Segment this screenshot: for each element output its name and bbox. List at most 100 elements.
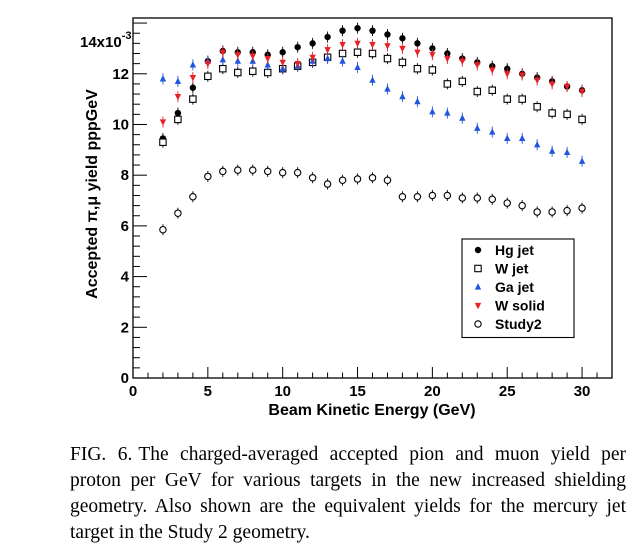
data-point xyxy=(414,49,421,57)
y-axis-title: Accepted π,μ yield pppGeV xyxy=(84,89,101,299)
data-point xyxy=(384,85,391,92)
data-point xyxy=(339,42,346,49)
data-point xyxy=(294,43,301,51)
data-point xyxy=(279,49,286,56)
data-point xyxy=(548,109,556,117)
data-point xyxy=(429,45,436,52)
data-point xyxy=(354,63,361,71)
data-point xyxy=(219,167,227,176)
data-point xyxy=(353,48,362,56)
data-point xyxy=(488,86,496,95)
data-point xyxy=(429,52,436,59)
data-point xyxy=(489,67,496,74)
data-point xyxy=(339,27,346,34)
data-point xyxy=(368,49,377,58)
axis-ticks xyxy=(132,22,613,379)
data-point xyxy=(428,66,437,74)
caption-text: The charged-averaged accepted pion and m… xyxy=(70,444,626,543)
x-tick-label: 25 xyxy=(499,383,516,400)
data-point xyxy=(578,88,586,96)
data-point xyxy=(189,192,197,201)
data-point xyxy=(473,194,482,202)
x-tick-label: 20 xyxy=(424,383,441,400)
data-point xyxy=(369,76,376,83)
data-point xyxy=(174,77,182,84)
y-tick-label: 0 xyxy=(121,370,129,387)
data-point xyxy=(249,166,257,174)
data-point xyxy=(563,206,571,215)
legend: Hg jet W jet Ga jet W solid Study2 xyxy=(461,238,575,339)
y-tick-label: 8 xyxy=(121,167,129,184)
data-point xyxy=(518,72,526,79)
data-point xyxy=(234,68,242,77)
data-point xyxy=(204,72,212,81)
y-axis-multiplier: 14x10-3 xyxy=(80,30,132,51)
data-point xyxy=(383,54,392,63)
data-point xyxy=(159,119,167,126)
data-point xyxy=(533,77,541,84)
data-point xyxy=(503,199,511,207)
data-point xyxy=(278,168,287,177)
data-point xyxy=(323,180,332,188)
chart: 0 5 10 15 20 25 30 0 2 4 6 8 10 12 14x10-3 Beam Kinet… xyxy=(80,17,613,419)
legend-marker xyxy=(474,320,482,328)
x-tick-label: 10 xyxy=(274,383,291,400)
legend-box xyxy=(461,238,575,339)
data-point xyxy=(444,55,451,63)
data-point xyxy=(338,176,347,185)
data-point xyxy=(518,95,526,103)
data-point xyxy=(458,77,467,86)
data-point xyxy=(459,58,466,65)
data-point xyxy=(563,83,571,91)
legend-label: Study2 xyxy=(495,316,542,332)
data-point xyxy=(399,35,406,42)
legend-label: W jet xyxy=(495,261,529,277)
data-point xyxy=(518,201,526,210)
data-point xyxy=(429,108,436,115)
data-point xyxy=(204,172,212,181)
legend-marker xyxy=(474,246,482,254)
data-point xyxy=(413,64,422,73)
data-point xyxy=(159,138,167,146)
data-point xyxy=(489,128,496,135)
data-point xyxy=(548,147,556,154)
y-tick-label: 4 xyxy=(121,269,130,286)
figure-label: FIG. 6. xyxy=(70,444,133,465)
data-point xyxy=(159,75,167,82)
data-point xyxy=(174,93,182,101)
data-point xyxy=(548,81,556,88)
data-point xyxy=(324,33,331,41)
data-point xyxy=(473,87,482,96)
data-point xyxy=(414,97,421,105)
data-point xyxy=(398,58,407,67)
data-point xyxy=(234,166,242,174)
data-point xyxy=(399,92,406,100)
data-point xyxy=(428,191,437,200)
data-point xyxy=(174,109,182,117)
data-point xyxy=(189,74,197,82)
data-point xyxy=(309,54,316,62)
data-point xyxy=(293,168,302,177)
data-point xyxy=(548,208,556,216)
data-point xyxy=(563,148,571,155)
data-point xyxy=(219,64,227,73)
data-point xyxy=(249,53,256,60)
data-point xyxy=(189,84,197,91)
data-point xyxy=(309,40,316,47)
data-point xyxy=(488,195,496,204)
data-point xyxy=(353,175,362,183)
y-tick-label: 10 xyxy=(112,116,129,133)
legend-label: Ga jet xyxy=(495,279,534,295)
y-tick-label: 2 xyxy=(121,319,129,336)
legend-marker xyxy=(474,302,482,310)
legend-marker xyxy=(474,283,482,290)
series-ga-jet xyxy=(159,53,586,167)
data-point xyxy=(279,64,286,72)
data-point xyxy=(518,134,526,142)
data-point xyxy=(384,31,391,38)
data-point xyxy=(533,208,541,216)
data-point xyxy=(504,134,511,142)
data-point xyxy=(324,54,331,62)
series-study2 xyxy=(159,164,586,236)
data-point xyxy=(474,62,481,69)
